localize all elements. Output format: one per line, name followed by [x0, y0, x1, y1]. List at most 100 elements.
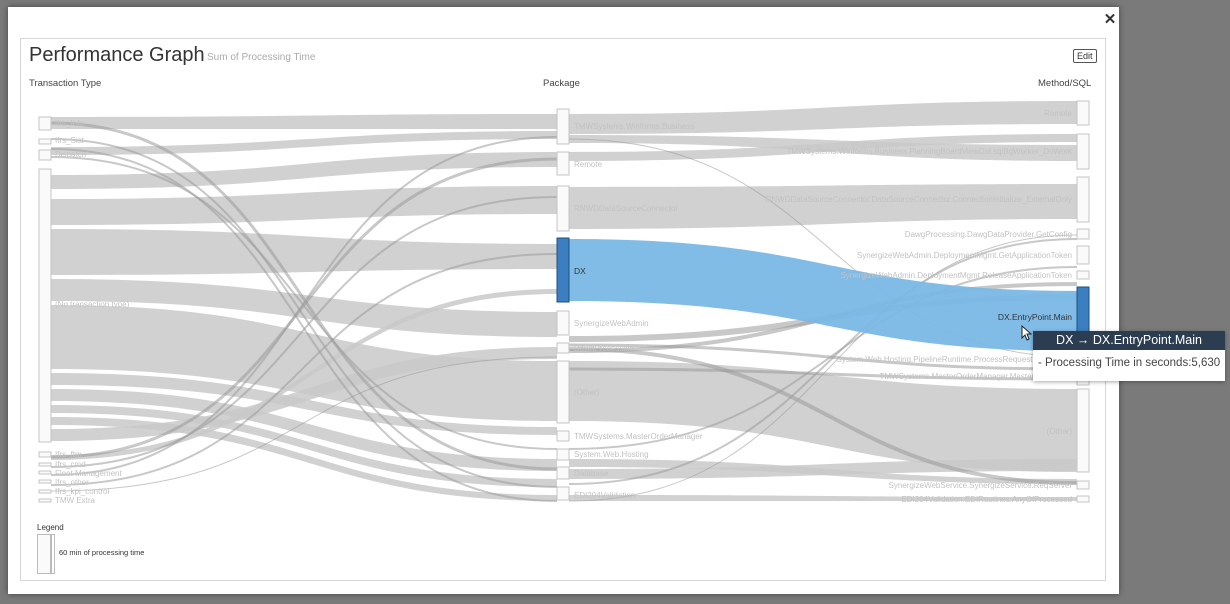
node-middle[interactable] [556, 448, 570, 461]
link[interactable] [50, 136, 558, 476]
link[interactable] [568, 347, 1078, 485]
legend-title: Legend [37, 523, 64, 532]
link[interactable] [569, 361, 1077, 472]
link[interactable] [50, 121, 558, 471]
link[interactable] [51, 114, 557, 129]
right-label: RNWDDataSourceConnector.DataSourceConnec… [766, 195, 1072, 204]
link[interactable] [50, 138, 558, 488]
link[interactable] [51, 405, 557, 487]
node-right[interactable] [1076, 270, 1090, 280]
left-label: Fleet Management [55, 469, 122, 478]
node-middle[interactable] [556, 430, 570, 442]
left-label: Ifrs_Info [55, 119, 84, 128]
left-label: Ifrs_ftm [55, 450, 82, 459]
node-right[interactable] [1076, 495, 1090, 503]
link-tooltip: DX → DX.EntryPoint.Main - Processing Tim… [1033, 331, 1225, 381]
middle-label: Database [574, 469, 609, 478]
node-dx[interactable] [556, 237, 570, 303]
right-label: TMWSystems.MasterOrderManager.MasterOrde… [880, 372, 1073, 381]
node-left[interactable] [38, 470, 52, 475]
node-right[interactable] [1076, 228, 1090, 240]
node-left[interactable] [38, 451, 52, 458]
node-middle[interactable] [556, 151, 570, 176]
node-middle[interactable] [556, 466, 570, 480]
node-left[interactable] [38, 168, 52, 443]
link[interactable] [569, 184, 1077, 229]
node-right[interactable] [1076, 388, 1090, 473]
middle-label-dx: DX [574, 266, 586, 276]
link[interactable] [51, 131, 557, 155]
link[interactable] [50, 253, 558, 486]
node-left[interactable] [38, 489, 52, 494]
middle-label: TMWSystems.Winforms.Business [574, 122, 694, 131]
link[interactable] [568, 266, 1078, 450]
page-title: Performance Graph [29, 44, 205, 66]
link[interactable] [51, 305, 557, 421]
node-middle[interactable] [556, 342, 570, 354]
node-middle[interactable] [556, 108, 570, 145]
node-left[interactable] [38, 149, 52, 161]
link[interactable] [51, 417, 557, 501]
middle-label: EDI204Validation [574, 491, 635, 500]
node-right[interactable] [1076, 245, 1090, 265]
legend-swatch [37, 534, 51, 574]
close-icon[interactable]: ✕ [1103, 11, 1117, 28]
left-label: Ifrs_Sist [55, 136, 85, 145]
node-right[interactable] [1076, 480, 1090, 490]
highlighted-link-dx-entrypoint[interactable] [569, 239, 1077, 351]
right-label: EDI204Validation.EDIRoutines.AnyOfProces… [901, 495, 1072, 504]
link[interactable] [569, 459, 1077, 479]
middle-label: Remote [574, 160, 603, 169]
left-label: Ifrs_cmd [55, 460, 86, 469]
link[interactable] [50, 356, 558, 492]
right-label: TMWSystems.Winforms.Business.PlanningBoa… [787, 147, 1073, 156]
link[interactable] [50, 196, 558, 468]
link[interactable] [50, 156, 558, 450]
link[interactable] [51, 389, 557, 471]
link[interactable] [51, 229, 557, 275]
link[interactable] [51, 347, 557, 441]
link[interactable] [51, 186, 557, 225]
link[interactable] [51, 279, 557, 337]
node-left[interactable] [38, 138, 52, 145]
link[interactable] [51, 373, 557, 435]
link[interactable] [51, 152, 557, 189]
mouse-cursor-icon [1021, 324, 1033, 346]
sankey-diagram: Ifrs_Info Ifrs_Sist Dispatch (No transac… [38, 100, 1090, 505]
page-subtitle: Sum of Processing Time [207, 52, 316, 63]
links-middle-to-right [569, 101, 1077, 501]
link[interactable] [50, 157, 558, 459]
link[interactable] [568, 238, 1078, 485]
left-label: (No transaction type) [55, 300, 130, 309]
link[interactable] [50, 148, 558, 502]
links-crossing [50, 121, 558, 502]
right-label: SynergizeWebAdmin.DeploymentMgmt.GetAppl… [857, 251, 1072, 260]
node-right[interactable] [1076, 176, 1090, 223]
node-middle[interactable] [556, 486, 570, 501]
middle-label: (Other) [574, 388, 600, 397]
node-left[interactable] [38, 498, 52, 503]
link[interactable] [568, 234, 1078, 502]
right-label-dx-entrypoint-main: DX.EntryPoint.Main [998, 312, 1072, 322]
left-label: Dispatch [55, 150, 86, 159]
middle-label: RNWDDataSourceConnector [574, 204, 678, 213]
link[interactable] [569, 134, 1077, 161]
right-label: System.Web.Hosting.PipelineRuntime.Proce… [836, 355, 1072, 364]
node-left[interactable] [38, 462, 52, 467]
left-label: TMW Extra [55, 496, 96, 505]
link[interactable] [569, 495, 1077, 501]
middle-label: DawgProcessing [574, 344, 634, 353]
legend-text: 60 min of processing time [59, 548, 145, 557]
node-left[interactable] [38, 479, 52, 484]
node-middle[interactable] [556, 185, 570, 232]
node-right[interactable] [1076, 100, 1090, 126]
edit-button[interactable]: Edit [1073, 49, 1097, 63]
link[interactable] [569, 101, 1077, 134]
right-label: SynergizeWebService.SynergizeService.Req… [889, 481, 1073, 490]
node-middle[interactable] [556, 360, 570, 424]
link[interactable] [568, 367, 1078, 381]
node-middle[interactable] [556, 310, 570, 336]
node-left[interactable] [38, 116, 52, 131]
tooltip-title: DX → DX.EntryPoint.Main [1033, 331, 1225, 350]
node-right[interactable] [1076, 133, 1090, 170]
